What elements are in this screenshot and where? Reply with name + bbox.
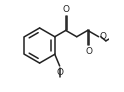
Text: O: O bbox=[85, 47, 92, 56]
Text: O: O bbox=[99, 32, 106, 41]
Text: O: O bbox=[56, 68, 63, 77]
Text: O: O bbox=[62, 5, 69, 14]
